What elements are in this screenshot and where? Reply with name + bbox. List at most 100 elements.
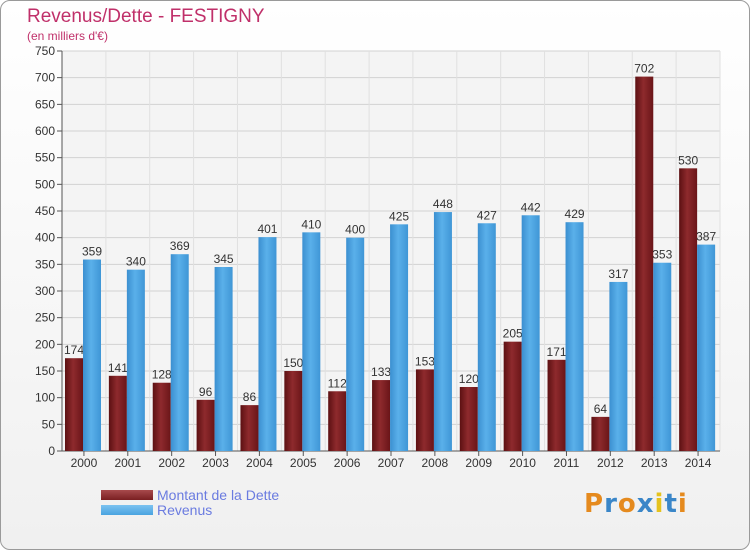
bar-revenus: [390, 224, 409, 451]
logo-letter: x: [636, 489, 655, 519]
bar-revenus: [609, 281, 628, 451]
data-label-revenus: 317: [608, 267, 628, 281]
logo-letter: r: [604, 489, 618, 519]
bar-revenus: [477, 223, 496, 451]
data-label-dette: 171: [547, 345, 567, 359]
logo-letter: i: [677, 489, 688, 519]
y-tick-label: 400: [35, 231, 55, 245]
data-label-revenus: 442: [521, 200, 541, 214]
chart-subtitle: (en milliers d'€): [27, 29, 108, 43]
bar-dette: [372, 380, 391, 451]
x-tick-label: 2003: [202, 456, 229, 470]
bar-revenus: [170, 254, 189, 451]
x-tick-label: 2004: [246, 456, 273, 470]
logo-letter: i: [654, 489, 665, 519]
logo-letter: t: [664, 489, 678, 519]
x-tick-label: 2005: [290, 456, 317, 470]
y-tick-label: 250: [35, 311, 55, 325]
x-tick-label: 2000: [71, 456, 98, 470]
data-label-dette: 112: [328, 376, 347, 390]
data-label-dette: 64: [594, 402, 608, 416]
x-tick-label: 2001: [114, 456, 141, 470]
bar-revenus: [346, 237, 365, 451]
data-label-revenus: 448: [433, 197, 453, 211]
x-tick-label: 2008: [422, 456, 449, 470]
data-label-revenus: 340: [126, 255, 146, 269]
x-tick-label: 2009: [465, 456, 492, 470]
x-tick-label: 2007: [378, 456, 405, 470]
x-tick-label: 2013: [641, 456, 668, 470]
data-label-dette: 120: [459, 372, 479, 386]
bar-dette: [240, 405, 259, 451]
legend-item-dette: Montant de la Dette: [101, 487, 421, 503]
x-tick-label: 2010: [509, 456, 536, 470]
proxiti-logo: Proxiti: [584, 489, 688, 519]
y-tick-label: 450: [35, 204, 55, 218]
data-label-dette: 128: [152, 368, 172, 382]
bar-dette: [152, 382, 171, 451]
bar-revenus: [83, 259, 101, 451]
y-tick-label: 650: [35, 97, 55, 111]
legend-label-revenus: Revenus: [157, 502, 213, 518]
x-tick-label: 2002: [158, 456, 185, 470]
x-tick-label: 2012: [597, 456, 624, 470]
data-label-dette: 141: [108, 361, 128, 375]
data-label-dette: 530: [678, 153, 698, 167]
legend-swatch-revenus: [101, 505, 153, 515]
data-label-dette: 150: [283, 356, 303, 370]
data-label-dette: 205: [503, 327, 523, 341]
bar-dette: [328, 391, 347, 451]
data-label-revenus: 427: [477, 208, 497, 222]
bar-revenus: [258, 237, 277, 451]
data-label-revenus: 425: [389, 209, 409, 223]
data-label-dette: 702: [634, 62, 654, 76]
x-tick-label: 2011: [554, 456, 580, 470]
data-label-revenus: 400: [345, 223, 365, 237]
y-tick-label: 0: [48, 444, 55, 458]
bar-dette: [635, 76, 654, 451]
y-tick-label: 350: [35, 257, 55, 271]
x-tick-label: 2014: [685, 456, 712, 470]
bar-dette: [108, 375, 127, 451]
bar-dette: [547, 359, 566, 451]
y-tick-label: 200: [35, 337, 55, 351]
data-label-dette: 174: [64, 343, 84, 357]
x-tick-label: 2006: [334, 456, 361, 470]
y-tick-label: 550: [35, 151, 55, 165]
logo-letter: P: [584, 489, 605, 519]
bar-dette: [415, 369, 434, 451]
data-label-revenus: 369: [170, 239, 190, 253]
bar-revenus: [653, 262, 672, 451]
chart-title: Revenus/Dette - FESTIGNY: [27, 6, 265, 27]
bar-dette: [503, 341, 522, 451]
y-tick-label: 50: [42, 417, 56, 431]
data-label-dette: 153: [415, 354, 435, 368]
y-tick-label: 500: [35, 177, 55, 191]
bar-dette: [459, 387, 478, 451]
bar-dette: [284, 371, 303, 451]
data-label-revenus: 353: [652, 248, 672, 262]
data-label-revenus: 401: [257, 222, 277, 236]
data-label-revenus: 429: [565, 207, 585, 221]
bar-dette: [65, 358, 83, 451]
bar-dette: [591, 416, 610, 451]
bar-dette: [196, 399, 215, 451]
data-label-dette: 86: [243, 390, 257, 404]
data-label-revenus: 345: [214, 252, 234, 266]
bar-dette: [679, 168, 698, 452]
legend-swatch-dette: [101, 490, 153, 500]
data-label-revenus: 359: [82, 245, 102, 259]
y-tick-label: 700: [35, 71, 55, 85]
y-tick-label: 100: [35, 391, 55, 405]
y-tick-label: 750: [35, 44, 55, 58]
data-label-revenus: 387: [696, 230, 716, 244]
bar-revenus: [565, 222, 584, 451]
legend-item-revenus: Revenus: [101, 502, 421, 518]
bar-revenus: [126, 269, 145, 451]
legend-label-dette: Montant de la Dette: [157, 487, 280, 503]
bar-revenus: [433, 212, 452, 451]
bar-revenus: [697, 244, 716, 451]
y-tick-label: 300: [35, 284, 55, 298]
